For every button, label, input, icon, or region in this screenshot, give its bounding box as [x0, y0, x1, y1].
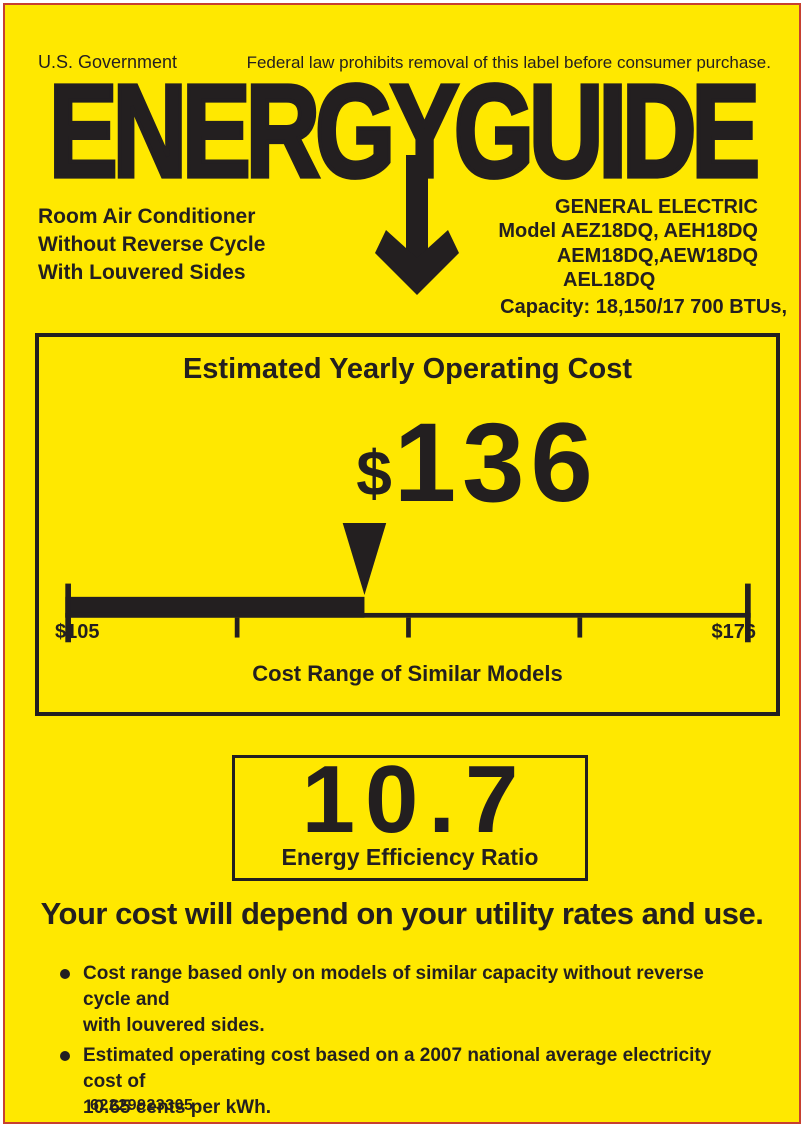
- down-arrow-icon: [375, 155, 459, 295]
- scale-caption: Cost Range of Similar Models: [252, 661, 563, 686]
- scale-min-label: $105: [55, 621, 100, 643]
- bullet-list: Cost range based only on models of simil…: [60, 961, 750, 1124]
- bullet-text-line: 10.65 cents per kWh.: [83, 1097, 271, 1119]
- bullet-text: Cost range based only on models of simil…: [83, 961, 750, 1039]
- cost-box-title: Estimated Yearly Operating Cost: [182, 353, 633, 385]
- model-line-2: AEM18DQ,AEW18DQ: [556, 244, 758, 267]
- eer-box: 10.7 Energy Efficiency Ratio: [232, 746, 588, 881]
- product-line-2: Without Reverse Cycle: [38, 232, 266, 256]
- label-code: 62229923305: [90, 1097, 194, 1114]
- bullet-text: Estimated operating cost based on a 2007…: [83, 1043, 750, 1121]
- currency-symbol: $: [356, 437, 392, 509]
- scale-baseline: [65, 612, 751, 618]
- product-line-1: Room Air Conditioner: [38, 205, 256, 228]
- manufacturer-name: GENERAL ELECTRIC: [555, 196, 758, 218]
- scale-filled-bar: [65, 596, 365, 618]
- bullet-item: Cost range based only on models of simil…: [60, 961, 750, 1039]
- eer-value: 10.7: [301, 746, 529, 853]
- bullet-text-line: Cost range based only on models of simil…: [83, 963, 704, 1011]
- cost-amount: $136: [109, 407, 802, 519]
- bullet-item: Estimated operating cost based on a 2007…: [60, 1043, 750, 1121]
- scale-tick: [577, 617, 583, 638]
- energyguide-logo: ENERGYGUIDE: [47, 57, 762, 205]
- scale-tick: [406, 617, 411, 638]
- utility-rates-note: Your cost will depend on your utility ra…: [40, 896, 764, 931]
- model-line-3: AEL18DQ: [563, 269, 656, 292]
- cost-range-scale: [65, 523, 751, 643]
- removal-notice-text: Federal law prohibits removal of this la…: [246, 53, 771, 72]
- scale-right-end-tick: [745, 583, 751, 643]
- scale-max-label: $176: [711, 621, 757, 643]
- operating-cost-box: Estimated Yearly Operating Cost $136 $10…: [35, 333, 780, 716]
- capacity-text: Capacity: 18,150/17 700 BTUs,: [500, 295, 787, 318]
- bullet-dot-icon: [60, 969, 70, 979]
- cost-amount-value: 136: [393, 400, 599, 525]
- cost-pointer-icon: [342, 523, 387, 595]
- manufacturer-block: GENERAL ELECTRIC Model AEZ18DQ, AEH18DQ …: [443, 195, 791, 319]
- eer-label: Energy Efficiency Ratio: [281, 844, 539, 870]
- us-government-text: U.S. Government: [38, 52, 178, 72]
- bullet-text-line: Estimated operating cost based on a 2007…: [83, 1045, 712, 1093]
- bullet-text-line: with louvered sides.: [83, 1015, 265, 1037]
- product-type: Room Air Conditioner Without Reverse Cyc…: [38, 203, 265, 287]
- product-line-3: With Louvered Sides: [38, 260, 246, 284]
- bullet-dot-icon: [60, 1051, 70, 1062]
- scale-tick: [234, 617, 240, 638]
- energyguide-label: U.S. Government Federal law prohibits re…: [3, 3, 801, 1124]
- model-line-1: Model AEZ18DQ, AEH18DQ: [498, 220, 758, 243]
- scale-left-end-tick: [65, 583, 71, 643]
